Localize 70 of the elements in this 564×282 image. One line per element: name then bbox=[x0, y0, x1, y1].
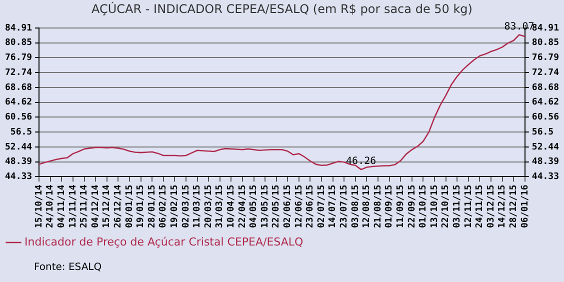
x-tick-label: 13/05/15 bbox=[260, 184, 270, 228]
y2-tick-label: 76.79 bbox=[532, 53, 559, 64]
x-tick-label: 23/07/15 bbox=[339, 184, 350, 228]
x-tick-label: 08/01/15 bbox=[124, 184, 135, 228]
x-tick-label: 19/02/15 bbox=[170, 184, 180, 228]
y-tick-label: 44.33 bbox=[5, 172, 32, 182]
x-tick-label: 02/07/15 bbox=[316, 184, 327, 228]
y-tick-label: 76.79 bbox=[5, 53, 32, 64]
x-tick-label: 03/11/15 bbox=[452, 184, 462, 228]
x-tick-label: 11/03/15 bbox=[192, 184, 203, 228]
data-label: 83.07 bbox=[504, 21, 534, 32]
x-tick-label: 12/11/15 bbox=[464, 184, 474, 228]
x-tick-label: 23/06/15 bbox=[306, 184, 316, 228]
y-tick-label: 72.74 bbox=[5, 68, 33, 78]
x-tick-label: 19/01/15 bbox=[136, 184, 146, 228]
x-tick-label: 15/10/14 bbox=[34, 184, 44, 228]
x-tick-label: 04/05/15 bbox=[249, 184, 260, 228]
y2-tick-label: 80.85 bbox=[532, 38, 559, 48]
x-tick-label: 03/08/15 bbox=[350, 184, 361, 228]
y2-tick-label: 64.62 bbox=[532, 98, 559, 108]
x-tick-label: 06/01/16 bbox=[520, 184, 530, 228]
x-tick-label: 28/01/15 bbox=[147, 184, 158, 228]
x-tick-label: 26/12/14 bbox=[114, 184, 124, 228]
x-tick-label: 02/03/15 bbox=[181, 184, 192, 228]
x-tick-label: 25/11/14 bbox=[80, 184, 90, 228]
x-tick-label: 12/08/15 bbox=[362, 184, 372, 228]
x-tick-label: 14/07/15 bbox=[328, 184, 338, 228]
x-tick-label: 11/09/15 bbox=[396, 184, 406, 228]
y2-tick-label: 44.33 bbox=[532, 172, 559, 182]
x-tick-label: 01/10/15 bbox=[418, 184, 429, 228]
y-tick-label: 84.91 bbox=[5, 23, 32, 34]
x-tick-label: 15/12/14 bbox=[102, 184, 112, 228]
x-tick-label: 22/09/15 bbox=[407, 184, 418, 228]
y-tick-label: 48.39 bbox=[5, 157, 32, 168]
x-tick-label: 01/09/15 bbox=[384, 184, 395, 228]
x-tick-label: 06/02/15 bbox=[158, 184, 169, 228]
y-tick-label: 56.5 bbox=[10, 127, 32, 138]
y2-tick-label: 72.74 bbox=[532, 68, 560, 78]
x-tick-label: 24/10/14 bbox=[46, 184, 56, 228]
x-tick-label: 13/11/14 bbox=[68, 184, 78, 228]
y-tick-label: 64.62 bbox=[5, 98, 32, 108]
x-tick-label: 20/03/15 bbox=[204, 184, 214, 228]
x-tick-label: 24/11/15 bbox=[475, 184, 486, 228]
data-label: 46.26 bbox=[346, 156, 376, 168]
x-tick-label: 13/10/15 bbox=[430, 184, 440, 228]
x-tick-label: 04/12/14 bbox=[90, 184, 101, 228]
y2-tick-label: 60.56 bbox=[532, 112, 559, 123]
x-tick-label: 12/06/15 bbox=[294, 184, 304, 228]
x-tick-label: 21/08/15 bbox=[373, 184, 384, 228]
y-tick-label: 60.56 bbox=[5, 112, 32, 123]
x-tick-label: 28/12/15 bbox=[508, 184, 519, 228]
y2-tick-label: 56.5 bbox=[532, 127, 554, 138]
x-tick-label: 14/12/15 bbox=[498, 184, 508, 228]
y2-tick-label: 48.39 bbox=[532, 157, 559, 168]
y-tick-label: 68.68 bbox=[5, 82, 32, 93]
x-tick-label: 22/04/15 bbox=[238, 184, 248, 228]
x-tick-label: 31/03/15 bbox=[215, 184, 226, 228]
x-tick-label: 02/06/15 bbox=[282, 184, 293, 228]
y2-tick-label: 68.68 bbox=[532, 82, 559, 93]
x-tick-label: 22/05/15 bbox=[272, 184, 282, 228]
x-tick-label: 10/04/15 bbox=[226, 184, 237, 228]
x-tick-label: 03/12/15 bbox=[486, 184, 496, 228]
chart-title: AÇÚCAR - INDICADOR CEPEA/ESALQ (em R$ por saca de 50 kg) bbox=[90, 2, 474, 16]
legend-label: Indicador de Preço de Açúcar Cristal CEPEA/ESALQ bbox=[24, 235, 304, 248]
source-note: Fonte: ESALQ bbox=[34, 262, 102, 273]
y2-tick-label: 52.44 bbox=[532, 142, 560, 152]
x-tick-label: 22/10/15 bbox=[441, 184, 452, 228]
x-tick-label: 04/11/14 bbox=[57, 184, 68, 228]
y-tick-label: 80.85 bbox=[5, 38, 32, 48]
y-tick-label: 52.44 bbox=[5, 142, 33, 152]
